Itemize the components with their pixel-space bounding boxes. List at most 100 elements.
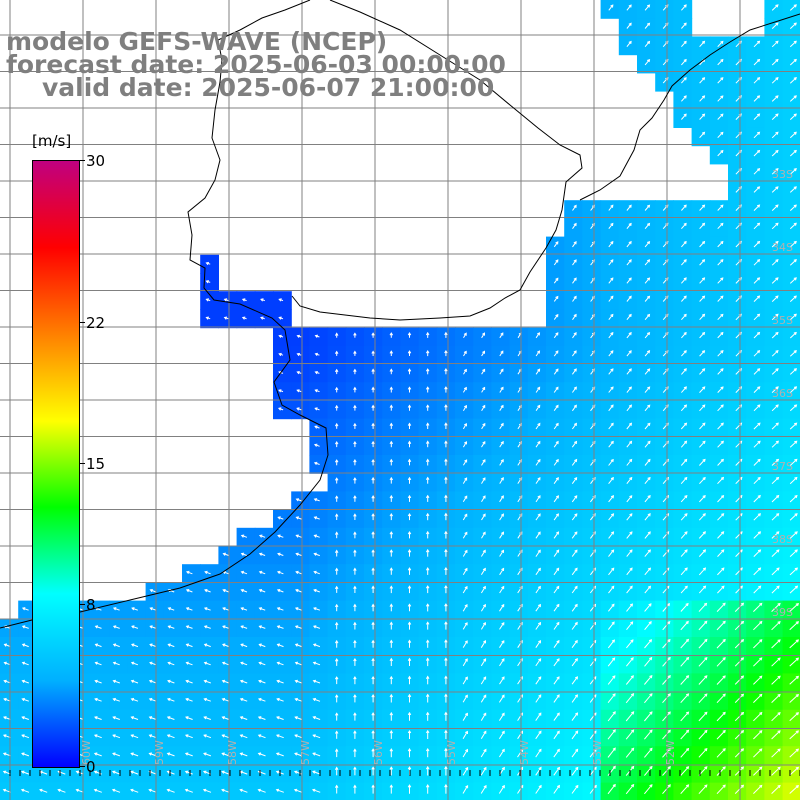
wind-arrowhead — [574, 477, 578, 481]
wind-arrowhead — [611, 531, 615, 535]
wind-arrowhead — [683, 222, 687, 226]
wind-arrowhead — [648, 639, 653, 643]
wind-arrowhead — [649, 656, 653, 661]
wind-arrowhead — [389, 531, 394, 535]
wind-arrowhead — [646, 295, 651, 299]
wind-arrowhead — [775, 277, 779, 281]
wind-arrowhead — [425, 621, 430, 625]
wind-arrow — [462, 676, 468, 685]
wind-arrowhead — [683, 331, 687, 336]
wind-arrowhead — [647, 531, 651, 535]
wind-arrow — [276, 698, 284, 702]
wind-arrowhead — [610, 458, 614, 463]
wind-arrow — [313, 662, 321, 666]
wind-arrowhead — [701, 295, 706, 299]
wind-arrowhead — [353, 386, 357, 391]
wind-arrowhead — [555, 404, 559, 408]
wind-arrow — [644, 459, 651, 466]
wind-arrowhead — [464, 459, 468, 463]
coastline-brazil — [579, 13, 800, 201]
wind-arrowhead — [463, 386, 467, 391]
wind-arrowhead — [777, 602, 781, 607]
wind-arrowhead — [756, 295, 761, 299]
wind-arrowhead — [795, 639, 800, 643]
wind-arrow — [571, 568, 578, 576]
wind-arrowhead — [538, 730, 542, 734]
wind-arrowhead — [793, 331, 797, 336]
wind-arrowhead — [665, 404, 669, 408]
wind-arrow — [553, 259, 559, 266]
wind-arrowhead — [647, 422, 651, 426]
wind-arrowhead — [610, 331, 614, 336]
wind-arrowhead — [628, 222, 632, 227]
wind-arrowhead — [258, 534, 263, 538]
wind-arrowhead — [555, 495, 559, 499]
wind-arrow — [498, 785, 505, 794]
wind-arrow — [626, 441, 632, 448]
wind-arrow — [644, 4, 650, 11]
wind-arrowhead — [629, 567, 633, 571]
wind-arrowhead — [630, 693, 635, 697]
wind-arrow — [517, 785, 524, 794]
wind-arrowhead — [629, 495, 633, 499]
wind-arrow — [644, 422, 651, 430]
wind-arrow — [771, 131, 779, 139]
wind-arrowhead — [702, 476, 706, 481]
wind-arrow — [204, 662, 211, 666]
wind-arrow — [553, 640, 560, 648]
wind-arrowhead — [574, 676, 578, 680]
wind-arrow — [553, 549, 560, 557]
wind-arrowhead — [795, 784, 800, 789]
wind-arrow — [699, 204, 705, 211]
wind-arrowhead — [148, 752, 152, 756]
wind-arrowhead — [555, 259, 559, 263]
wind-arrow — [589, 748, 597, 758]
wind-arrowhead — [759, 784, 763, 788]
wind-arrowhead — [537, 603, 541, 608]
wind-arrowhead — [556, 531, 560, 535]
wind-arrowhead — [294, 734, 298, 738]
wind-arrowhead — [483, 730, 487, 734]
wind-arrow — [681, 314, 687, 321]
wind-arrow — [149, 698, 157, 702]
wind-arrow — [276, 734, 284, 739]
wind-arrow — [753, 277, 760, 284]
wind-arrowhead — [759, 711, 763, 716]
wind-arrow — [167, 698, 175, 702]
wind-arrow — [771, 186, 779, 193]
wind-arrow — [771, 295, 779, 302]
wind-arrow — [789, 440, 798, 448]
wind-arrowhead — [537, 585, 541, 590]
wind-arrow — [626, 639, 634, 649]
wind-arrowhead — [407, 766, 412, 770]
wind-arrow — [753, 40, 760, 48]
wind-arrowhead — [574, 658, 578, 662]
wind-arrow — [131, 734, 139, 739]
wind-arrowhead — [683, 295, 687, 299]
wind-arrow — [771, 95, 779, 102]
lat-label: 34S — [772, 241, 793, 254]
wind-arrowhead — [371, 766, 375, 770]
wind-arrow — [572, 205, 577, 211]
wind-arrow — [717, 77, 724, 84]
wind-arrow — [94, 734, 102, 739]
wind-arrowhead — [628, 22, 632, 26]
wind-arrowhead — [483, 748, 487, 753]
wind-arrowhead — [628, 404, 633, 408]
wind-arrowhead — [646, 58, 651, 63]
wind-arrowhead — [592, 476, 596, 481]
wind-arrow — [276, 789, 284, 793]
wind-arrow — [771, 785, 781, 794]
wind-arrow — [499, 622, 505, 630]
wind-arrowhead — [222, 625, 226, 629]
wind-arrowhead — [667, 638, 671, 643]
wind-arrowhead — [610, 368, 614, 372]
wind-arrow — [22, 680, 29, 684]
wind-arrow — [553, 694, 560, 703]
wind-arrowhead — [775, 95, 779, 99]
wind-arrow — [535, 368, 541, 375]
wind-arrow — [535, 658, 542, 667]
wind-arrow — [535, 550, 541, 557]
wind-arrowhead — [483, 694, 487, 698]
wind-arrow — [644, 621, 652, 631]
